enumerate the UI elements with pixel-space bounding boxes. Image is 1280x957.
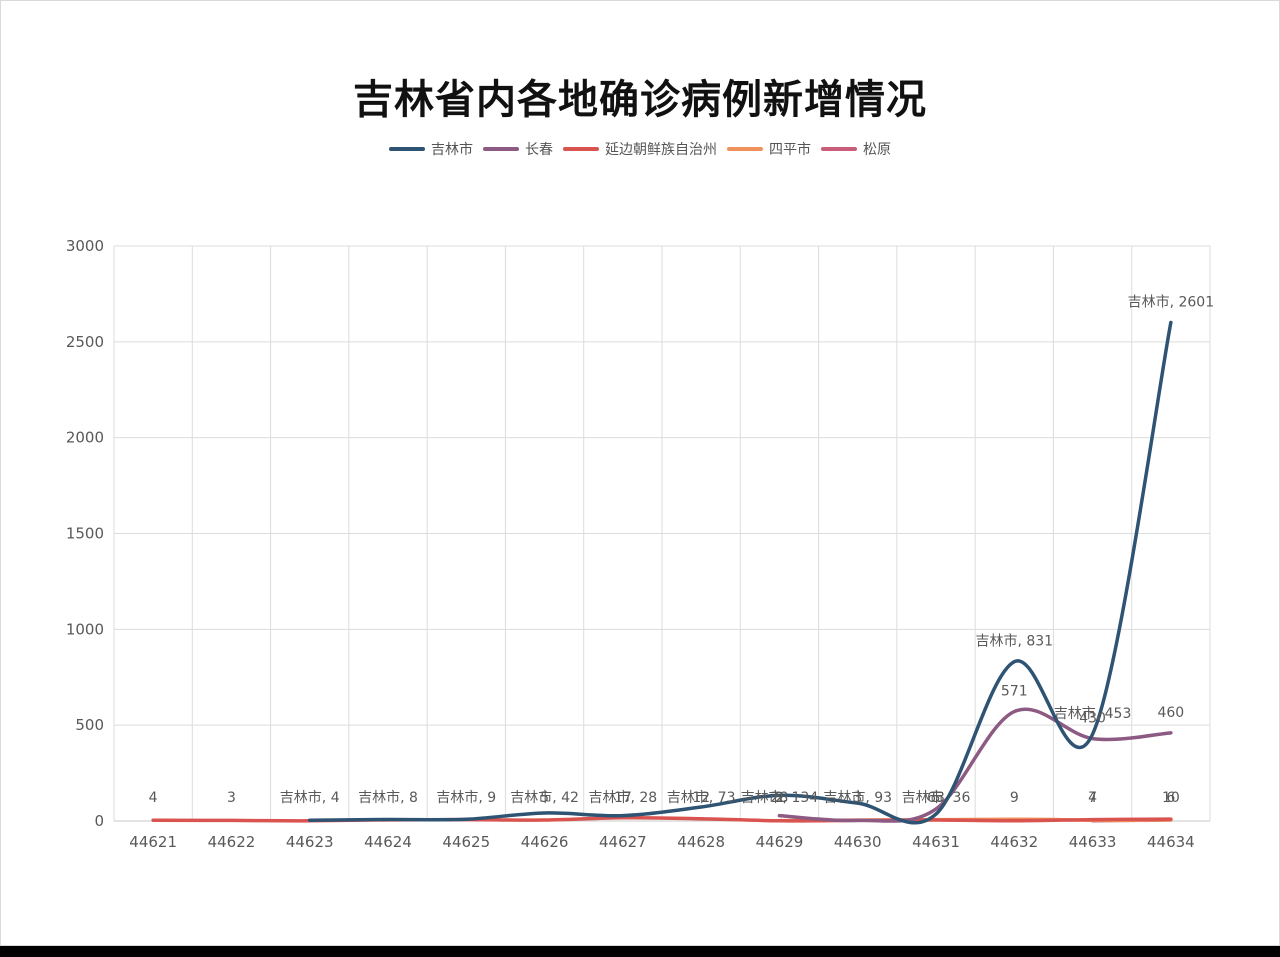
y-tick-label: 1000 bbox=[66, 620, 104, 638]
legend-item: 长春 bbox=[483, 139, 553, 159]
data-label: 吉林市, 42 bbox=[510, 789, 579, 806]
data-label: 3 bbox=[227, 790, 236, 806]
data-label: 吉林市, 93 bbox=[823, 789, 892, 806]
data-label: 5 bbox=[932, 790, 941, 806]
legend-swatch bbox=[389, 147, 425, 151]
y-tick-label: 500 bbox=[75, 716, 104, 734]
data-label: 12 bbox=[692, 790, 710, 806]
data-label: 28 bbox=[771, 790, 789, 806]
y-tick-label: 1500 bbox=[66, 525, 104, 543]
data-label: 430 bbox=[1079, 711, 1106, 727]
data-label: 吉林市, 2601 bbox=[1128, 293, 1215, 310]
legend-swatch bbox=[727, 147, 763, 151]
legend-item: 松原 bbox=[821, 139, 891, 159]
series-line bbox=[307, 320, 1173, 825]
series-lines bbox=[151, 320, 1173, 825]
y-tick-label: 2000 bbox=[66, 429, 104, 447]
data-label: 571 bbox=[1001, 684, 1028, 700]
legend-item: 四平市 bbox=[727, 139, 811, 159]
data-label: 5 bbox=[540, 790, 549, 806]
data-labels: 4 3 吉林市, 4 吉林市, 8 吉林市, 9 吉林市, 42 吉林市, 28 吉林市, 7… bbox=[149, 293, 1214, 806]
x-tick-label: 44627 bbox=[599, 833, 647, 851]
legend-swatch bbox=[563, 147, 599, 151]
data-label: 吉林市, 36 bbox=[902, 789, 971, 806]
x-tick-label: 44624 bbox=[364, 833, 412, 851]
x-tick-label: 44626 bbox=[521, 833, 569, 851]
data-label: 吉林市, 4 bbox=[280, 789, 340, 806]
data-label: 460 bbox=[1157, 705, 1184, 721]
legend-label: 长春 bbox=[525, 142, 553, 158]
data-label: 2 bbox=[775, 790, 784, 806]
data-label: 吉林市, 453 bbox=[1054, 705, 1132, 722]
data-label: 4 bbox=[1088, 790, 1097, 806]
legend-label: 四平市 bbox=[769, 142, 811, 158]
legend-item: 延边朝鲜族自治州 bbox=[563, 139, 717, 159]
y-tick-label: 2500 bbox=[66, 333, 104, 351]
x-tick-label: 44632 bbox=[990, 833, 1038, 851]
x-tick-label: 44625 bbox=[442, 833, 490, 851]
data-label: 吉林市, 9 bbox=[436, 789, 496, 806]
data-label: 吉林市, 28 bbox=[588, 789, 657, 806]
x-axis: 44621 44622 44623 44624 44625 44626 44627 44628… bbox=[129, 833, 1194, 851]
legend-label: 松原 bbox=[863, 142, 891, 158]
x-tick-label: 44630 bbox=[834, 833, 882, 851]
data-label: 9 bbox=[1010, 790, 1019, 806]
data-label: 吉林市, 8 bbox=[358, 789, 418, 806]
series-line bbox=[777, 707, 1173, 823]
y-tick-label: 0 bbox=[94, 812, 104, 830]
x-tick-label: 44623 bbox=[286, 833, 334, 851]
x-tick-label: 44633 bbox=[1069, 833, 1117, 851]
legend-label: 延边朝鲜族自治州 bbox=[605, 142, 717, 158]
x-tick-label: 44631 bbox=[912, 833, 960, 851]
y-tick-label: 3000 bbox=[66, 237, 104, 255]
data-label: 7 bbox=[1088, 790, 1097, 806]
x-tick-label: 44628 bbox=[677, 833, 725, 851]
data-label: 4 bbox=[149, 790, 158, 806]
legend-swatch bbox=[821, 147, 857, 151]
data-label: 3 bbox=[853, 790, 862, 806]
legend-label: 吉林市 bbox=[431, 142, 473, 158]
legend: 吉林市 长春 延边朝鲜族自治州 四平市 松原 bbox=[1, 139, 1279, 159]
y-axis: 0 500 1000 1500 2000 2500 3000 bbox=[66, 237, 104, 830]
data-label: 吉林市, 134 bbox=[741, 789, 819, 806]
legend-swatch bbox=[483, 147, 519, 151]
x-tick-label: 44634 bbox=[1147, 833, 1195, 851]
gridlines bbox=[113, 245, 1211, 822]
data-label: 吉林市, 73 bbox=[667, 789, 736, 806]
data-label: 6 bbox=[1166, 790, 1175, 806]
legend-item: 吉林市 bbox=[389, 139, 473, 159]
chart-title: 吉林省内各地确诊病例新增情况 bbox=[353, 77, 927, 123]
x-tick-label: 44622 bbox=[208, 833, 256, 851]
x-tick-label: 44621 bbox=[129, 833, 177, 851]
data-label: 10 bbox=[1162, 790, 1180, 806]
data-label: 63 bbox=[927, 790, 945, 806]
data-label: 17 bbox=[614, 790, 632, 806]
data-label: 吉林市, 831 bbox=[975, 633, 1053, 650]
x-tick-label: 44629 bbox=[756, 833, 804, 851]
